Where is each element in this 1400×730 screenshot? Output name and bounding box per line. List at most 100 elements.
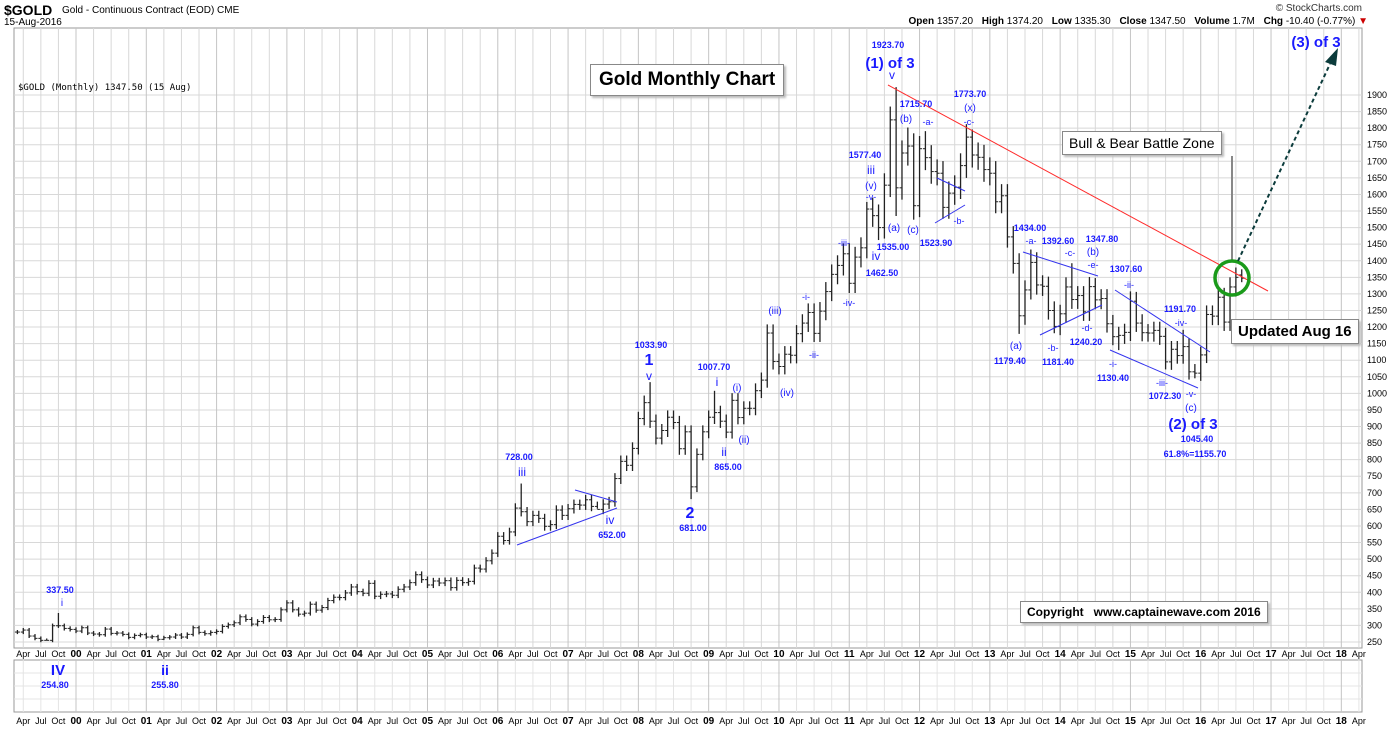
x-tick-label: Oct [1317, 716, 1332, 726]
low-value: 1335.30 [1074, 16, 1111, 27]
x-tick-label: Oct [192, 649, 207, 659]
price-annotation: 1923.70 [872, 40, 905, 50]
x-tick-label: Apr [579, 649, 593, 659]
stockcharts-brand[interactable]: © StockCharts.com [1275, 3, 1362, 14]
x-tick-label: Apr [579, 716, 593, 726]
wave-label: (b) [1087, 247, 1099, 258]
y-tick-label: 550 [1367, 538, 1382, 548]
y-tick-label: 850 [1367, 438, 1382, 448]
y-tick-label: 500 [1367, 554, 1382, 564]
wave-label: (c) [907, 225, 919, 236]
x-tick-label: Apr [930, 649, 944, 659]
x-tick-label: Oct [1106, 716, 1121, 726]
x-tick-label: Apr [368, 649, 382, 659]
x-tick-label: Oct [684, 716, 699, 726]
price-annotation: 61.8%=1155.70 [1164, 449, 1227, 459]
x-tick-label: Jul [808, 649, 820, 659]
y-tick-label: 650 [1367, 504, 1382, 514]
x-tick-label: Oct [895, 716, 910, 726]
x-tick-label: Oct [754, 716, 769, 726]
wave-label: -a- [1026, 236, 1037, 246]
wave-label: -iii- [838, 238, 850, 248]
wave-label: i [716, 375, 719, 389]
price-annotation: 1577.40 [849, 150, 882, 160]
y-tick-label: 800 [1367, 455, 1382, 465]
x-tick-label: Oct [403, 716, 418, 726]
price-annotation: 865.00 [714, 462, 742, 472]
x-tick-label: Jul [1300, 716, 1312, 726]
x-tick-label: Oct [403, 649, 418, 659]
x-tick-label: Jul [808, 716, 820, 726]
x-tick-label: Oct [122, 716, 137, 726]
price-annotation: 1535.00 [877, 242, 910, 252]
wave-label: (v) [865, 181, 877, 192]
projection-arrow-line [1237, 63, 1331, 262]
change-value: -10.40 (-0.77%) [1285, 16, 1356, 27]
y-tick-label: 700 [1367, 488, 1382, 498]
x-tick-label: Jul [316, 649, 328, 659]
x-tick-label: Jul [1160, 716, 1172, 726]
x-tick-label: Jul [105, 716, 117, 726]
x-tick-label: 09 [703, 716, 715, 727]
x-tick-label: Oct [1246, 649, 1261, 659]
x-tick-label: 02 [211, 716, 223, 727]
x-tick-label: Oct [122, 649, 137, 659]
x-tick-label: 17 [1265, 716, 1277, 727]
x-tick-label: Jul [176, 649, 188, 659]
y-tick-label: 1100 [1367, 355, 1386, 365]
wave-label: (b) [900, 114, 912, 125]
wave-label: (i) [733, 383, 742, 394]
price-bars [14, 87, 1245, 643]
y-tick-label: 1700 [1367, 156, 1387, 166]
x-tick-label: 06 [492, 649, 504, 660]
x-tick-label: Jul [1300, 649, 1312, 659]
y-tick-label: 300 [1367, 620, 1382, 630]
x-tick-label: Jul [105, 649, 117, 659]
x-tick-label: 10 [773, 649, 785, 660]
price-annotation: 1240.20 [1070, 337, 1103, 347]
price-annotation: 1523.90 [920, 238, 953, 248]
symbol-title: $GOLD [4, 2, 53, 18]
x-tick-label: Jul [949, 716, 961, 726]
x-tick-label: Apr [719, 716, 733, 726]
x-tick-label: Oct [473, 716, 488, 726]
x-tick-label: Apr [157, 649, 171, 659]
wave-label: iii [867, 163, 875, 177]
x-tick-label: 07 [563, 716, 575, 727]
x-tick-label: Apr [930, 716, 944, 726]
wave-label: -iv- [843, 298, 856, 308]
x-tick-label: Oct [333, 716, 348, 726]
price-annotation: 1007.70 [698, 362, 731, 372]
y-tick-label: 400 [1367, 587, 1382, 597]
x-tick-label: Jul [668, 649, 680, 659]
x-tick-label: 05 [422, 716, 434, 727]
x-tick-label: Jul [527, 716, 539, 726]
wave-label: -v- [866, 192, 877, 202]
x-tick-label: Jul [738, 716, 750, 726]
wave-label: iv [606, 513, 615, 527]
updated-box: Updated Aug 16 [1231, 319, 1359, 344]
x-tick-label: Jul [1019, 716, 1031, 726]
x-tick-label: Apr [1352, 649, 1366, 659]
x-tick-label: Apr [1282, 649, 1296, 659]
price-annotation: 681.00 [679, 523, 707, 533]
x-tick-label: 00 [70, 649, 82, 660]
y-tick-label: 600 [1367, 521, 1382, 531]
wave-label: -iii- [1156, 378, 1168, 388]
wave-label: 1 [645, 352, 654, 369]
volume-value: 1.7M [1232, 16, 1255, 27]
x-tick-label: Apr [87, 716, 101, 726]
x-tick-label: Oct [262, 649, 277, 659]
price-annotation: 337.50 [46, 585, 74, 595]
x-tick-label: Apr [1211, 649, 1225, 659]
price-annotation: 652.00 [598, 530, 626, 540]
wave-label: -c- [1065, 248, 1076, 258]
x-tick-label: Oct [825, 649, 840, 659]
wave-label: (a) [888, 223, 900, 234]
x-tick-label: Oct [614, 649, 629, 659]
change-label: Chg [1263, 16, 1284, 27]
x-tick-label: 10 [773, 716, 785, 727]
low-label: Low [1051, 16, 1072, 27]
x-tick-label: Apr [508, 649, 522, 659]
x-tick-label: 00 [70, 716, 82, 727]
